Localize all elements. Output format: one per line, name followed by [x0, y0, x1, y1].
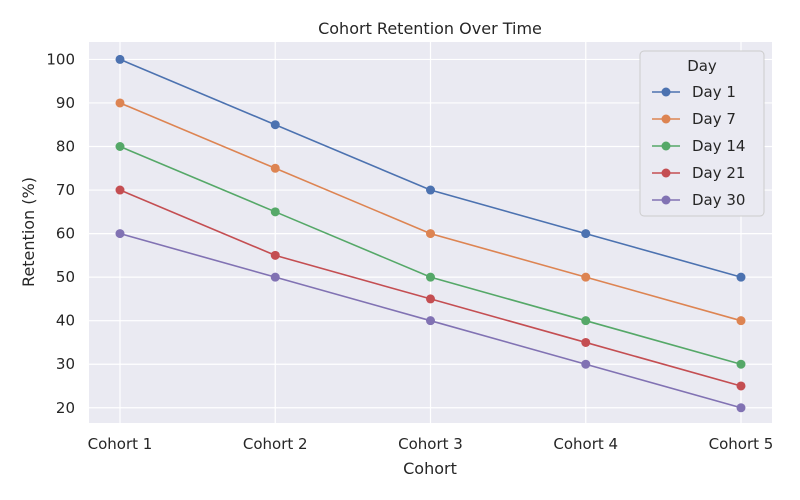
data-point: [270, 207, 280, 217]
legend-marker: [661, 114, 671, 124]
y-tick-label: 20: [56, 399, 75, 417]
legend-marker: [661, 87, 671, 97]
series-day-14: [115, 142, 746, 369]
data-point: [581, 272, 591, 282]
legend: Day Day 1 Day 7 Day 14 Day 21 Day 30: [639, 50, 765, 217]
data-point: [581, 229, 591, 239]
data-point: [270, 163, 280, 173]
y-tick-label: 30: [56, 355, 75, 373]
legend-item: Day 7: [652, 110, 736, 128]
legend-item: Day 30: [652, 191, 745, 209]
series-day-30: [115, 229, 746, 413]
data-point: [270, 120, 280, 130]
data-point: [426, 316, 435, 326]
legend-title: Day: [687, 57, 717, 75]
y-tick-label: 90: [56, 94, 75, 112]
legend-label: Day 21: [692, 164, 745, 182]
x-axis-label: Cohort: [403, 459, 457, 478]
data-point: [115, 142, 125, 152]
x-tick-label: Cohort 1: [88, 435, 153, 453]
legend-item: Day 14: [652, 137, 745, 155]
legend-item: Day 21: [652, 164, 745, 182]
y-tick-label: 80: [56, 138, 75, 156]
legend-label: Day 30: [692, 191, 745, 209]
data-point: [736, 316, 746, 326]
x-tick-label: Cohort 5: [709, 435, 774, 453]
y-tick-label: 100: [46, 50, 75, 68]
data-point: [581, 316, 591, 326]
data-point: [115, 54, 125, 64]
series-day-1: [115, 54, 746, 282]
data-point: [115, 98, 125, 108]
legend-label: Day 14: [692, 137, 745, 155]
data-point: [426, 272, 435, 282]
data-point: [581, 359, 591, 369]
x-tick-label: Cohort 2: [243, 435, 308, 453]
x-tick-label: Cohort 3: [398, 435, 463, 453]
data-point: [736, 359, 746, 369]
data-point: [581, 337, 591, 347]
series-layer: [115, 54, 746, 413]
legend-marker: [661, 141, 671, 151]
y-tick-label: 60: [56, 225, 75, 243]
y-tick-label: 50: [56, 268, 75, 286]
x-tick-label: Cohort 4: [553, 435, 618, 453]
y-axis-ticks: 20 30 40 50 60 70 80 90 100: [46, 50, 75, 416]
x-axis-ticks: Cohort 1 Cohort 2 Cohort 3 Cohort 4 Cohort 5: [88, 435, 774, 453]
data-point: [736, 403, 746, 413]
series-day-7: [115, 98, 746, 326]
data-point: [426, 294, 435, 304]
y-axis-label: Retention (%): [19, 177, 38, 287]
data-point: [270, 272, 280, 282]
series-day-21: [115, 185, 746, 391]
legend-marker: [661, 195, 671, 205]
data-point: [736, 381, 746, 391]
legend-label: Day 1: [692, 83, 736, 101]
data-point: [270, 250, 280, 260]
data-point: [426, 229, 435, 239]
legend-label: Day 7: [692, 110, 736, 128]
legend-marker: [661, 168, 671, 178]
data-point: [426, 185, 435, 195]
y-tick-label: 70: [56, 181, 75, 199]
legend-items: Day 1 Day 7 Day 14 Day 21 Day 30: [652, 83, 745, 209]
data-point: [736, 272, 746, 282]
y-tick-label: 40: [56, 312, 75, 330]
data-point: [115, 229, 125, 239]
data-point: [115, 185, 125, 195]
chart-title: Cohort Retention Over Time: [318, 19, 542, 38]
legend-item: Day 1: [652, 83, 736, 101]
